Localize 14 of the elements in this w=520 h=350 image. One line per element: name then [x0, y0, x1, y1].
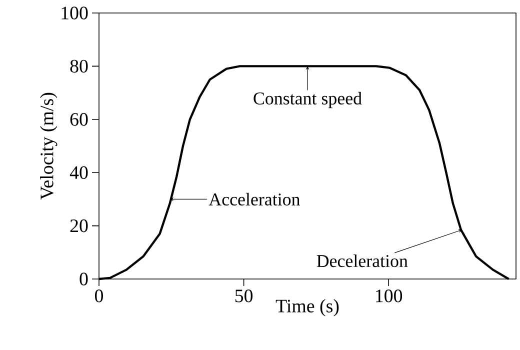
y-axis-title: Velocity (m/s)	[40, 92, 58, 200]
y-tick-label: 80	[70, 60, 88, 73]
y-tick-label: 100	[62, 6, 88, 20]
y-tick-label: 20	[70, 219, 88, 232]
x-axis-title: Time (s)	[276, 299, 339, 316]
x-tick-label: 50	[235, 290, 253, 302]
x-tick-label: 0	[94, 290, 103, 302]
y-tick-label: 60	[70, 113, 88, 126]
y-tick-label: 0	[80, 272, 88, 286]
annotation: Acceleration	[208, 192, 300, 206]
annotation: Deceleration	[316, 254, 408, 268]
y-tick-label: 40	[70, 166, 88, 179]
annotation: Constant speed	[254, 92, 362, 108]
x-tick-label: 100	[376, 290, 402, 302]
